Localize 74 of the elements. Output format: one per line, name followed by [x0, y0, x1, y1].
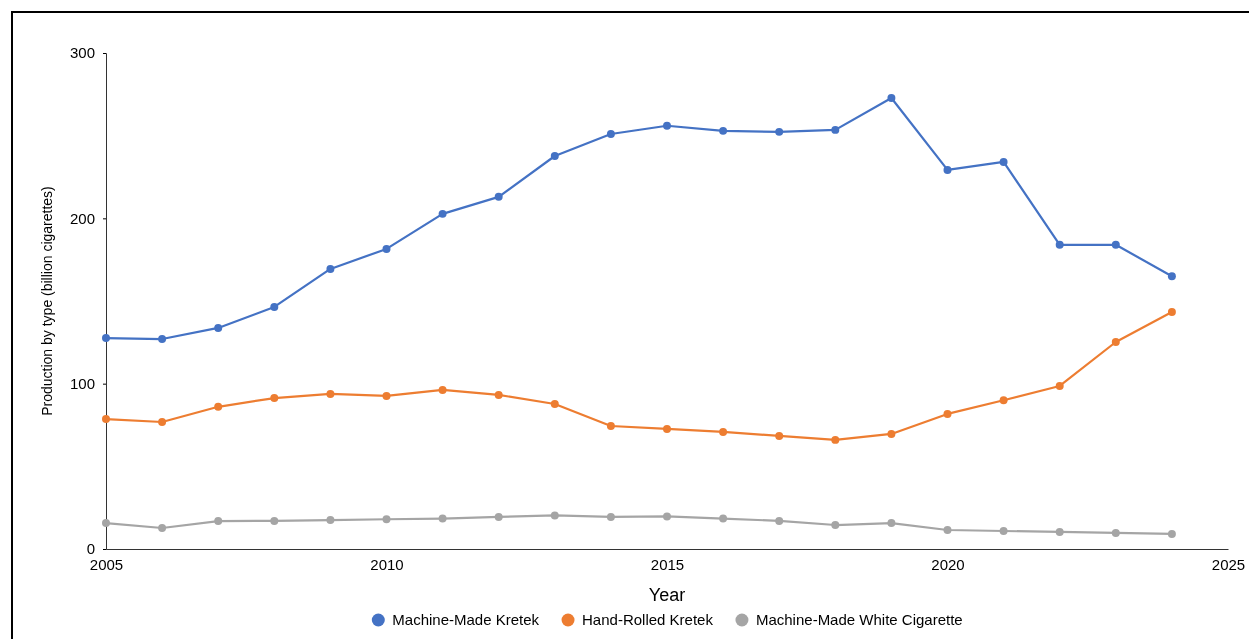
point	[775, 516, 784, 525]
point	[1167, 529, 1176, 538]
point	[326, 264, 335, 273]
point	[550, 511, 559, 520]
point	[214, 323, 223, 332]
point	[102, 334, 110, 343]
point	[1111, 240, 1120, 249]
point	[887, 519, 896, 528]
point	[326, 516, 335, 525]
legend-label: Machine-Made Kretek	[392, 611, 540, 628]
point	[943, 165, 952, 174]
y-axis-title: Production by type (billion cigarettes)	[39, 186, 55, 416]
point	[438, 385, 447, 394]
point	[606, 130, 615, 138]
point	[887, 93, 896, 102]
point	[214, 402, 223, 411]
point	[943, 526, 952, 534]
point	[214, 517, 223, 526]
point	[1167, 307, 1176, 316]
point	[719, 427, 728, 436]
point	[326, 389, 335, 398]
point	[102, 415, 110, 424]
point	[1055, 240, 1064, 249]
point	[606, 422, 615, 430]
point	[887, 429, 896, 438]
point	[158, 335, 167, 344]
x-tick-label: 2020	[931, 555, 965, 573]
point	[550, 400, 559, 408]
x-tick-label: 2025	[1211, 555, 1246, 573]
point	[494, 390, 503, 399]
point	[663, 121, 671, 130]
point	[1055, 527, 1064, 536]
point	[999, 527, 1008, 535]
point	[1111, 338, 1120, 346]
legend-label: Hand-Rolled Kretek	[582, 611, 714, 628]
point	[102, 519, 110, 528]
point	[158, 524, 167, 532]
point	[999, 157, 1008, 166]
point	[438, 514, 447, 523]
point	[158, 418, 167, 427]
point	[606, 512, 615, 521]
point	[1111, 528, 1120, 537]
point	[719, 126, 728, 135]
x-tick-label: 2005	[89, 555, 124, 573]
y-tick-label: 200	[69, 209, 95, 227]
point	[999, 396, 1008, 405]
point	[382, 515, 391, 524]
legend-label: Machine-Made White Cigarette	[755, 611, 963, 628]
point	[831, 435, 840, 444]
point	[382, 391, 391, 400]
point	[494, 192, 503, 201]
point	[1167, 272, 1176, 281]
y-tick-label: 100	[69, 374, 95, 392]
point	[719, 514, 728, 523]
x-tick-label: 2010	[370, 555, 404, 573]
point	[1055, 382, 1064, 390]
point	[831, 521, 840, 530]
point	[943, 409, 952, 418]
x-tick-label: 2015	[650, 555, 685, 573]
point	[270, 302, 279, 311]
point	[831, 125, 840, 134]
point	[775, 127, 784, 136]
x-axis-title: Year	[648, 585, 686, 605]
point	[382, 244, 391, 253]
y-tick-label: 300	[69, 44, 95, 62]
point	[663, 512, 671, 521]
point	[438, 209, 447, 218]
point	[494, 512, 503, 521]
point	[663, 424, 671, 433]
point	[775, 431, 784, 440]
point	[550, 152, 559, 160]
y-tick-label: 0	[86, 540, 95, 558]
point	[270, 394, 279, 403]
point	[270, 516, 279, 525]
